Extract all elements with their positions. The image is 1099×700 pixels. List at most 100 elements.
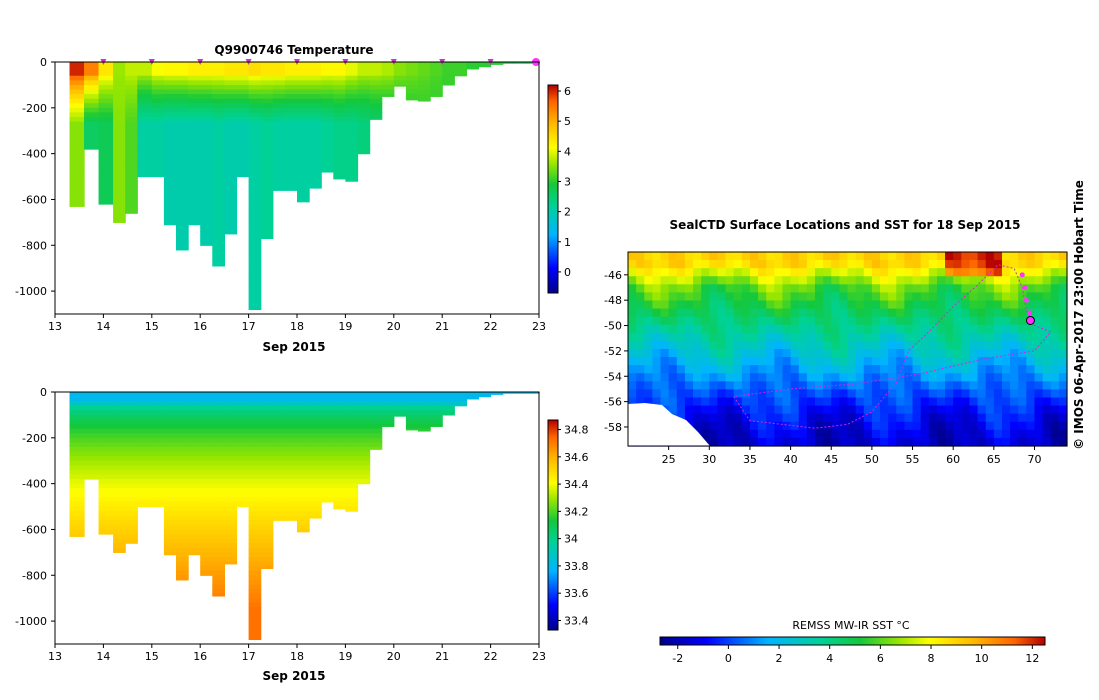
y-tick-label: -1000 <box>15 285 47 298</box>
salinity-cell <box>260 419 274 425</box>
temperature-cell <box>125 181 138 187</box>
temperature-cell <box>69 89 85 95</box>
sst-cell <box>684 316 694 326</box>
x-tick-label: 21 <box>435 650 449 663</box>
salinity-cell <box>260 529 274 535</box>
temperature-cell <box>113 135 126 141</box>
salinity-cell <box>442 392 455 398</box>
sst-cell <box>880 373 889 382</box>
salinity-cell <box>248 405 262 411</box>
sst-cell <box>823 300 832 310</box>
temperature-cell <box>321 66 334 72</box>
temperature-cell <box>248 217 262 223</box>
sst-cell <box>1010 308 1019 318</box>
salinity-cell <box>125 497 138 503</box>
sst-cell <box>839 357 849 366</box>
sst-cell <box>749 340 759 350</box>
sst-cell <box>1010 365 1019 374</box>
sst-cell <box>863 284 873 294</box>
salinity-cell <box>309 414 322 421</box>
sst-cell <box>847 397 857 407</box>
salinity-cell <box>113 465 126 471</box>
x-tick-label: 14 <box>96 650 110 663</box>
salinity-cell <box>430 414 443 421</box>
salinity-cell <box>69 392 85 398</box>
temperature-cell <box>454 62 467 68</box>
salinity-cell <box>98 442 114 448</box>
temperature-cell <box>260 135 274 141</box>
sst-cell <box>961 308 971 318</box>
temperature-cell <box>248 199 262 205</box>
sst-cell <box>774 357 784 366</box>
sst-cell <box>766 332 775 342</box>
temperature-cell <box>272 149 286 155</box>
salinity-cell <box>188 534 201 540</box>
sst-cell <box>814 260 824 269</box>
salinity-cell <box>248 634 262 641</box>
sst-cell <box>855 381 865 391</box>
temperature-cell <box>125 135 138 141</box>
sst-cell <box>660 389 670 399</box>
temperature-cell <box>137 121 153 127</box>
salinity-cell <box>98 524 114 531</box>
temperature-cell <box>236 158 250 164</box>
sst-cell <box>896 421 906 431</box>
sst-cell <box>969 405 979 415</box>
temperature-cell <box>224 80 238 86</box>
temperature-cell <box>309 185 322 189</box>
temperature-cell <box>125 126 138 132</box>
temperature-cell <box>248 144 262 150</box>
sst-cell <box>863 340 873 350</box>
sst-cell <box>831 389 840 399</box>
salinity-cell <box>212 520 225 526</box>
temperature-cell <box>69 62 85 68</box>
salinity-cell <box>248 446 262 453</box>
salinity-cell <box>248 501 262 508</box>
sst-cell <box>928 316 938 326</box>
sst-cell <box>774 284 784 294</box>
sst-cell <box>1050 413 1060 423</box>
salinity-cell <box>113 446 126 453</box>
salinity-cell <box>151 433 165 439</box>
sst-cell <box>839 340 849 350</box>
temperature-cell <box>98 139 114 146</box>
temperature-cell <box>297 167 310 173</box>
sst-cell <box>644 292 653 302</box>
salinity-cell <box>98 479 114 485</box>
sst-cell <box>823 308 832 318</box>
sst-cell <box>790 421 800 431</box>
salinity-cell <box>113 511 126 517</box>
salinity-cell <box>321 446 334 453</box>
sst-cell <box>888 357 897 366</box>
sst-cell <box>953 300 962 310</box>
salinity-cell <box>381 401 395 407</box>
sst-cell <box>1026 268 1036 277</box>
sst-cell <box>993 429 1003 439</box>
salinity-cell <box>248 492 262 498</box>
salinity-cell <box>224 428 238 434</box>
salinity-cell <box>224 451 238 457</box>
sst-cell <box>953 389 962 399</box>
temperature-cell <box>176 66 189 72</box>
temperature-cell <box>418 71 431 77</box>
salinity-cell <box>188 511 201 517</box>
salinity-cell <box>212 556 225 563</box>
sst-cell <box>912 268 922 277</box>
salinity-cell <box>369 392 383 398</box>
sst-cell <box>806 340 816 350</box>
sst-cell <box>782 397 792 407</box>
temperature-cell <box>98 94 114 100</box>
temperature-cell <box>309 144 322 150</box>
sst-cell <box>1042 260 1052 269</box>
temperature-cell <box>260 162 274 168</box>
sst-cell <box>888 340 897 350</box>
salinity-cell <box>321 465 334 471</box>
salinity-cell <box>309 511 322 517</box>
sst-cell <box>725 324 735 334</box>
salinity-cell <box>212 460 225 466</box>
temperature-cell <box>248 304 262 311</box>
temperature-cell <box>151 135 165 141</box>
temperature-cell <box>212 208 225 214</box>
sst-cell <box>855 308 865 318</box>
sst-cell <box>709 292 719 302</box>
